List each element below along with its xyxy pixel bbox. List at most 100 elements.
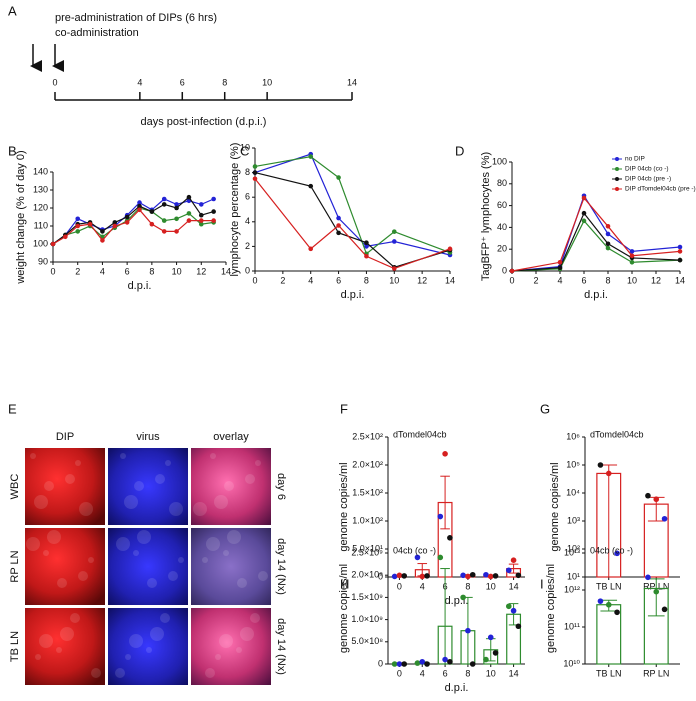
data-point <box>149 221 155 227</box>
data-point <box>252 170 258 175</box>
x-axis-label: d.p.i. <box>584 289 608 301</box>
replicate-point <box>460 594 466 601</box>
replicate-point <box>401 573 408 579</box>
x-tick-label: 2 <box>280 275 285 285</box>
cell-texture <box>146 647 152 653</box>
data-point <box>557 265 563 271</box>
cell-texture <box>134 481 144 491</box>
row-label: RP LN <box>9 550 21 582</box>
y-tick-label: 1.5×10² <box>352 487 383 497</box>
data-point <box>581 218 587 224</box>
data-point <box>364 240 369 246</box>
cell-texture <box>30 453 36 459</box>
y-tick-label: 1.5×10⁹ <box>351 592 383 602</box>
cell-texture <box>39 634 53 648</box>
data-point <box>174 229 179 234</box>
cell-texture <box>227 530 241 544</box>
x-tick-label: 12 <box>417 275 427 285</box>
micrograph <box>191 528 271 605</box>
data-point <box>100 238 105 243</box>
x-tick-label: 6 <box>581 275 586 285</box>
timeline-tick-label: 10 <box>262 77 272 87</box>
data-point <box>211 218 216 223</box>
x-axis-label: d.p.i. <box>341 289 365 301</box>
y-axis-label: genome copies/ml <box>338 564 350 653</box>
cell-texture <box>88 557 94 563</box>
data-point <box>336 230 341 236</box>
annotation: co-administration <box>55 27 139 39</box>
column-header: virus <box>136 431 160 443</box>
y-tick-label: 5.0×10¹ <box>352 543 383 553</box>
replicate-point <box>483 571 489 578</box>
replicate-point <box>442 656 448 663</box>
cell-texture <box>155 474 165 484</box>
data-point <box>364 253 369 259</box>
data-point <box>137 203 142 209</box>
legend-label: DIP 04cb (co -) <box>625 166 669 173</box>
micrographs: DIP virus overlay WBC day 6 RP LN day 14 (Nx) T… <box>9 431 287 685</box>
x-tick-label: 14 <box>509 581 519 591</box>
data-point <box>211 196 216 202</box>
data-point <box>87 221 93 227</box>
panel-label: A <box>8 3 17 18</box>
legend-label: DIP 04cb (pre -) <box>625 176 671 183</box>
cell-texture <box>137 530 151 544</box>
y-tick-label: 90 <box>38 256 48 266</box>
cell-texture <box>206 537 220 551</box>
replicate-point <box>396 661 403 667</box>
replicate-point <box>661 515 668 522</box>
data-point <box>174 216 179 222</box>
series-line <box>254 172 451 268</box>
cell-texture <box>35 654 41 660</box>
y-tick-label: 10² <box>567 543 580 553</box>
panel-label: H <box>340 576 349 591</box>
data-point <box>161 218 167 223</box>
y-tick-label: 10¹⁰ <box>563 658 580 668</box>
annotation: 04cb (co -) <box>393 545 436 555</box>
replicate-point <box>460 572 466 579</box>
replicate-point <box>424 573 430 579</box>
y-tick-label: 100 <box>33 238 48 248</box>
data-point <box>336 223 341 228</box>
cell-texture <box>245 474 255 484</box>
legend-label: DIP dTomdel04cb (pre -) <box>625 186 696 193</box>
legend-marker <box>615 177 619 181</box>
data-point <box>161 202 167 207</box>
cell-texture <box>43 550 49 556</box>
data-point <box>391 239 397 244</box>
replicate-point <box>414 660 421 666</box>
data-point <box>605 224 611 229</box>
x-tick-label: TB LN <box>596 668 622 678</box>
annotation: pre-administration of DIPs (6 hrs) <box>55 12 217 24</box>
panel-label: B <box>8 143 17 158</box>
replicate-point <box>437 554 444 561</box>
annotation: 04cb (co -) <box>590 545 633 555</box>
data-point <box>605 231 611 237</box>
data-point <box>308 183 314 189</box>
x-tick-label: 8 <box>605 275 610 285</box>
replicate-point <box>510 557 517 563</box>
data-point <box>75 229 81 234</box>
y-tick-label: 0 <box>378 571 383 581</box>
replicate-point <box>505 603 512 610</box>
column-header: DIP <box>56 431 74 443</box>
data-point <box>677 249 683 254</box>
data-point <box>186 194 192 200</box>
x-tick-label: 6 <box>125 266 130 276</box>
data-point <box>211 209 216 214</box>
column-header: overlay <box>213 431 249 443</box>
data-point <box>198 218 204 223</box>
y-axis-label: genome copies/ml <box>338 462 350 551</box>
x-tick-label: 0 <box>509 275 514 285</box>
series-line <box>511 212 681 272</box>
x-tick-label: 12 <box>196 266 206 276</box>
replicate-point <box>414 554 421 561</box>
x-axis-label: d.p.i. <box>445 682 469 694</box>
cell-texture <box>178 557 184 563</box>
cell-texture <box>240 627 254 641</box>
row-time: day 14 (Nx) <box>275 538 287 595</box>
cell-texture <box>70 613 80 623</box>
y-axis-label: weight change (% of day 0) <box>15 150 27 284</box>
y-tick-label: 80 <box>497 178 507 188</box>
replicate-point <box>469 571 476 578</box>
